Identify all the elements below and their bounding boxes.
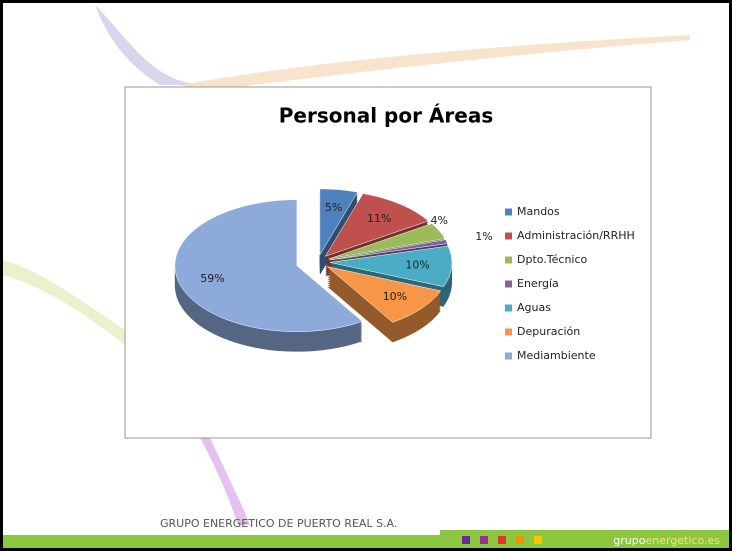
legend-swatch [505, 281, 512, 288]
legend-swatch [505, 257, 512, 264]
legend-swatch [505, 233, 512, 240]
data-label: 5% [325, 201, 342, 214]
data-label: 10% [405, 258, 429, 271]
data-label: 11% [367, 212, 391, 225]
legend-label: Energía [517, 277, 559, 290]
legend-swatch [505, 209, 512, 216]
data-label: 1% [475, 230, 492, 243]
footer-square [534, 536, 542, 544]
brand-prefix: grupo [613, 534, 645, 547]
footer-brand: grupoenergetico.es [613, 534, 720, 547]
legend-label: Dpto.Técnico [517, 253, 588, 266]
legend-swatch [505, 353, 512, 360]
legend-swatch [505, 329, 512, 336]
footer-square [480, 536, 488, 544]
footer-square [516, 536, 524, 544]
data-label: 10% [383, 290, 407, 303]
chart-title: Personal por Áreas [279, 104, 493, 128]
legend-swatch [505, 305, 512, 312]
footer-square [462, 536, 470, 544]
legend-label: Administración/RRHH [517, 229, 635, 242]
legend-label: Mandos [517, 205, 560, 218]
slide: Personal por Áreas 5% 11% 4% 1% 10% 10% 59% Ma… [0, 0, 732, 551]
legend-label: Aguas [517, 301, 551, 314]
footer-square [498, 536, 506, 544]
footer-company: GRUPO ENERGETICO DE PUERTO REAL S.A. [160, 517, 397, 530]
legend-label: Depuración [517, 325, 580, 338]
data-label: 4% [431, 214, 448, 227]
brand-suffix: energetico.es [645, 534, 720, 547]
legend-label: Mediambiente [517, 349, 596, 362]
data-label: 59% [200, 272, 224, 285]
